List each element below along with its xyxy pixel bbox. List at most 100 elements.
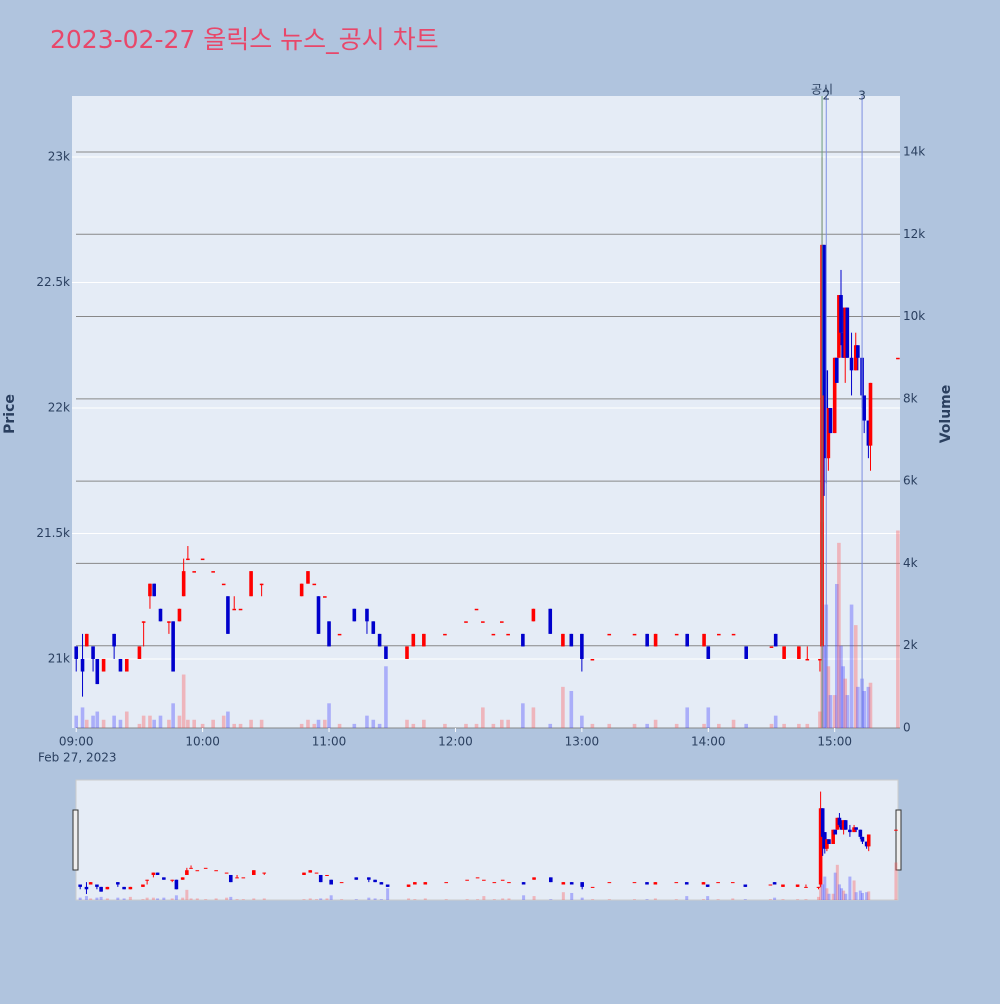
mini-candle-body	[843, 820, 848, 830]
volume-bar	[249, 719, 253, 728]
chart-title: 2023-02-27 올릭스 뉴스_공시 차트	[50, 25, 439, 54]
candle-body	[200, 558, 205, 561]
mini-volume-bar	[89, 898, 93, 900]
annotation-label: 3	[858, 89, 866, 103]
candle-body	[152, 583, 156, 597]
mini-volume-bar	[95, 897, 99, 900]
volume-bar	[259, 719, 264, 728]
volume-bar	[124, 711, 129, 728]
x-tick-label: 13:00	[565, 735, 600, 749]
candle-body	[249, 571, 253, 597]
mini-candle-body	[864, 841, 869, 847]
y2-tick-label: 2k	[903, 638, 918, 652]
mini-volume-bar	[214, 898, 218, 900]
volume-bar	[200, 723, 205, 728]
mini-candle-body	[170, 879, 175, 881]
candle-body	[167, 621, 171, 623]
candle-body	[186, 558, 190, 561]
volume-bar	[323, 719, 327, 728]
candle-body	[299, 583, 304, 597]
mini-candle-body	[224, 872, 229, 874]
candle-body	[856, 345, 860, 358]
candle-body	[327, 621, 331, 647]
candle-body	[500, 621, 504, 623]
mini-volume-bar	[162, 897, 166, 900]
candle-body	[653, 633, 658, 647]
volume-bar	[702, 723, 706, 728]
candle-body	[834, 357, 839, 383]
volume-bar	[226, 711, 230, 728]
candle-body	[839, 295, 843, 333]
mini-volume-bar	[379, 899, 383, 900]
candle-body	[491, 633, 496, 636]
y2-tick-label: 10k	[903, 309, 925, 323]
mini-volume-bar	[591, 899, 595, 900]
candle-body	[481, 621, 485, 623]
volume-bar	[782, 723, 786, 728]
candle-body	[337, 633, 342, 636]
candle-body	[674, 633, 679, 636]
mini-volume-bar	[607, 899, 611, 900]
mini-volume-bar	[444, 899, 448, 900]
mini-volume-bar	[653, 898, 657, 900]
mini-volume-bar	[821, 884, 825, 900]
range-handle[interactable]	[72, 809, 79, 871]
mini-candle-body	[141, 884, 145, 887]
range-handle[interactable]	[895, 809, 902, 871]
mini-candle-body	[367, 877, 371, 880]
candle-body	[632, 633, 637, 636]
mini-volume-bar	[570, 892, 574, 900]
candle-body	[171, 621, 175, 672]
mini-candle-body	[781, 884, 785, 887]
volume-bar	[834, 583, 839, 728]
mini-volume-bar	[482, 896, 486, 900]
mini-candle-body	[235, 877, 239, 879]
candle-body	[181, 571, 186, 597]
volume-bar	[148, 715, 152, 728]
mini-candle-body	[105, 886, 110, 890]
volume-bar	[653, 719, 658, 728]
candle-body	[377, 633, 382, 647]
mini-candle-body	[684, 882, 689, 885]
mini-candle-body	[339, 882, 344, 884]
mini-volume-bar	[413, 899, 417, 900]
mini-candle-body	[816, 886, 821, 888]
volume-bar	[717, 723, 721, 728]
mini-candle-body	[413, 882, 417, 885]
volume-bar	[371, 719, 376, 728]
mini-candle-body	[162, 877, 166, 880]
volume-bar	[232, 723, 237, 728]
mini-volume-bar	[844, 893, 848, 900]
mini-candle-body	[768, 884, 773, 886]
volume-bar	[181, 674, 186, 728]
mini-volume-bar	[492, 899, 496, 900]
y-tick-label: 23k	[48, 149, 70, 163]
x-tick-label: 12:00	[438, 735, 473, 749]
candle-body	[828, 407, 833, 434]
mini-volume-bar	[796, 899, 800, 900]
mini-candle-body	[645, 882, 649, 885]
volume-bar	[837, 542, 841, 728]
volume-bar	[548, 723, 553, 728]
mini-candle-body	[521, 882, 526, 885]
volume-bar	[731, 719, 736, 728]
mini-volume-bar	[848, 876, 852, 900]
volume-bar	[211, 719, 215, 728]
mini-volume-bar	[840, 888, 844, 900]
volume-bar	[645, 723, 649, 728]
volume-bar	[843, 678, 848, 728]
volume-bar	[141, 715, 146, 728]
volume-bar	[443, 723, 447, 728]
volume-bar	[192, 719, 196, 728]
volume-bar	[866, 686, 871, 728]
volume-bar	[221, 715, 226, 728]
mini-volume-bar	[716, 899, 720, 900]
mini-volume-bar	[308, 898, 312, 900]
candle-body	[521, 633, 525, 647]
mini-candle-body	[241, 877, 246, 879]
volume-bar	[862, 690, 866, 728]
range-slider[interactable]	[75, 779, 899, 901]
mini-candle-body	[78, 884, 82, 887]
mini-volume-bar	[225, 897, 229, 900]
candle-body	[238, 608, 243, 611]
